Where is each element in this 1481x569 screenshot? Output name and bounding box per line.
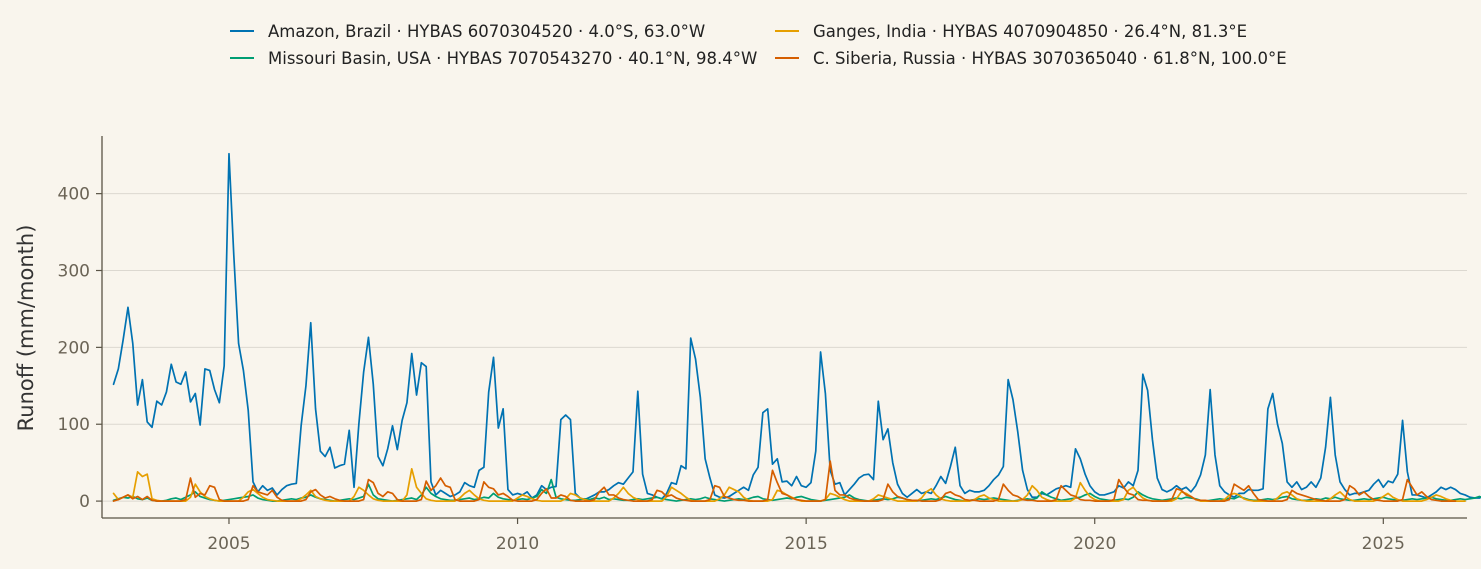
series-lines [112,152,1481,502]
grid-lines [102,193,1467,502]
legend-label-1: Missouri Basin, USA · HYBAS 7070543270 ·… [268,49,757,68]
axes [101,136,1467,519]
y-tick-label-4: 400 [58,185,90,205]
x-tick-label-0: 2005 [207,534,250,554]
x-tick-label-3: 2020 [1073,534,1116,554]
x-tick-label-4: 2025 [1362,534,1405,554]
ticks: 2005 2010 2015 2020 2025 0 100 200 300 400 [58,185,1405,554]
series-line-1 [112,478,1481,502]
series-line-3 [112,460,1457,502]
y-axis-label: Runoff (mm/month) [14,225,38,432]
x-tick-label-2: 2015 [785,534,828,554]
y-tick-label-3: 300 [58,262,90,282]
legend-label-2: Ganges, India · HYBAS 4070904850 · 26.4°… [813,22,1247,41]
x-tick-label-1: 2010 [496,534,539,554]
legend: Amazon, Brazil · HYBAS 6070304520 · 4.0°… [230,22,1287,68]
legend-label-3: C. Siberia, Russia · HYBAS 3070365040 · … [813,49,1287,68]
y-tick-label-0: 0 [79,492,90,512]
y-tick-label-1: 100 [58,415,90,435]
legend-label-0: Amazon, Brazil · HYBAS 6070304520 · 4.0°… [268,22,705,41]
y-tick-label-2: 200 [58,338,90,358]
series-line-0 [112,152,1481,501]
